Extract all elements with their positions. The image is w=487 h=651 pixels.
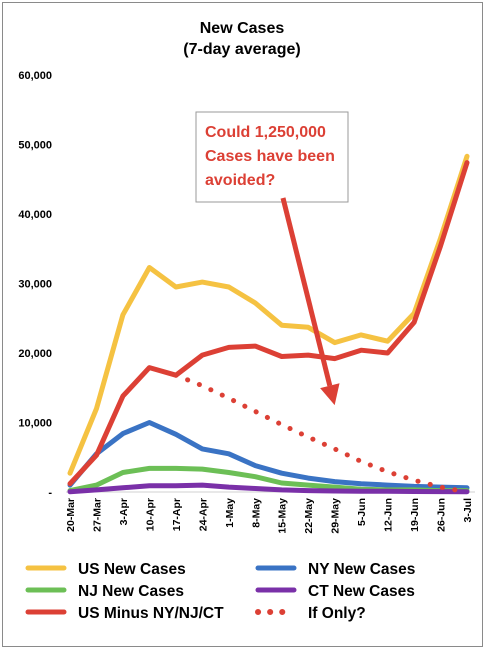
x-tick-label: 3-Jul	[462, 498, 474, 523]
y-tick-label: 30,000	[18, 279, 52, 291]
y-tick-label: 10,000	[18, 418, 52, 430]
x-tick-label: 3-Apr	[118, 498, 130, 525]
x-tick-label: 10-Apr	[144, 498, 156, 531]
legend-label-nj-new-cases: NJ New Cases	[78, 583, 184, 600]
series-line-ny-new-cases	[67, 420, 470, 491]
x-tick-label: 27-Mar	[91, 498, 103, 532]
y-tick-label: -	[48, 487, 52, 499]
series-line-us-new-cases	[67, 153, 470, 476]
chart-title-line: New Cases	[200, 20, 285, 37]
x-tick-label: 5-Jun	[356, 498, 368, 526]
chart-title-line: (7-day average)	[183, 41, 300, 58]
annotation-text-line: avoided?	[205, 172, 275, 189]
x-tick-label: 29-May	[330, 498, 342, 534]
legend-label-if-only: If Only?	[308, 605, 366, 622]
y-tick-label: 40,000	[18, 209, 52, 221]
legend-label-us-new-cases: US New Cases	[78, 561, 186, 578]
series-line-if-only	[173, 372, 470, 495]
x-tick-label: 22-May	[303, 498, 315, 534]
y-tick-label: 60,000	[18, 70, 52, 82]
annotation-arrow-shaft	[280, 197, 333, 387]
x-tick-label: 17-Apr	[171, 498, 183, 531]
x-tick-label: 26-Jun	[436, 498, 448, 532]
annotation-box	[195, 111, 349, 203]
annotation-arrow-head	[320, 383, 340, 406]
legend-label-us-minus-ny-nj-ct: US Minus NY/NJ/CT	[78, 605, 224, 622]
x-tick-label: 24-Apr	[197, 498, 209, 531]
x-tick-label: 12-Jun	[383, 498, 395, 532]
x-tick-label: 1-May	[224, 498, 236, 528]
annotation-text-line: Cases have been	[205, 148, 335, 165]
y-tick-label: 50,000	[18, 140, 52, 152]
series-line-ct-new-cases	[67, 482, 470, 495]
x-tick-label: 15-May	[277, 498, 289, 534]
x-tick-label: 19-Jun	[409, 498, 421, 532]
legend-label-ct-new-cases: CT New Cases	[308, 583, 415, 600]
annotation-text-line: Could 1,250,000	[205, 124, 326, 141]
x-tick-label: 20-Mar	[65, 498, 77, 532]
series-line-us-minus-ny-nj-ct	[67, 160, 470, 487]
chart-frame	[2, 2, 483, 647]
y-tick-label: 20,000	[18, 348, 52, 360]
legend-label-ny-new-cases: NY New Cases	[308, 561, 415, 578]
x-tick-label: 8-May	[250, 498, 262, 528]
